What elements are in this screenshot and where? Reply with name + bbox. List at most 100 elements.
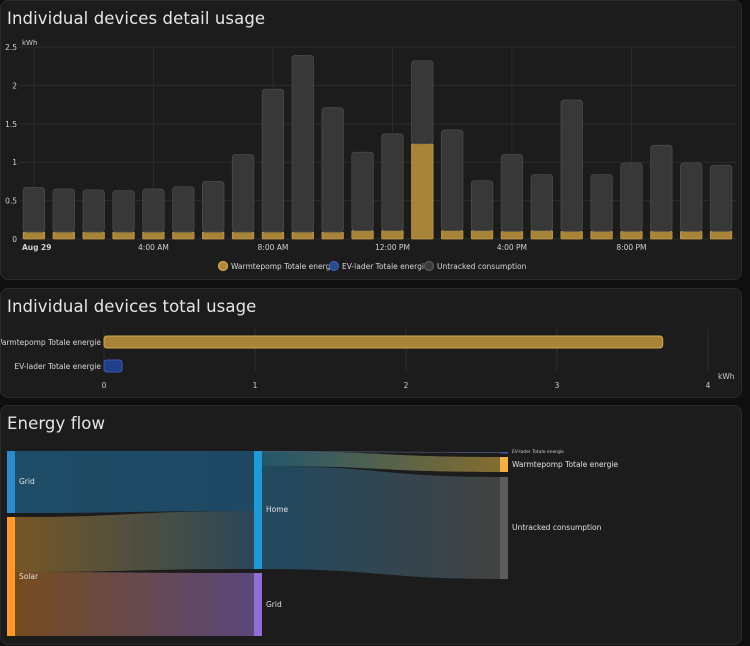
x-tick-label: 4 bbox=[706, 381, 711, 390]
legend-swatch bbox=[423, 260, 435, 272]
legend-label: Warmtepomp Totale energie bbox=[231, 262, 337, 271]
bar-untracked bbox=[680, 162, 703, 232]
y-tick-label: 2.5 bbox=[5, 43, 17, 52]
total-usage-title: Individual devices total usage bbox=[7, 297, 257, 316]
bar-untracked bbox=[112, 190, 135, 233]
legend-warmtepomp[interactable]: Warmtepomp Totale energie bbox=[217, 260, 338, 272]
bar-untracked bbox=[291, 55, 314, 233]
y-tick-label: 1.5 bbox=[5, 120, 17, 129]
bar-untracked bbox=[441, 129, 464, 231]
node-home-label: Home bbox=[266, 505, 289, 514]
bar-warmtepomp bbox=[560, 230, 583, 240]
flow-home-to-warmtepomp bbox=[262, 451, 500, 472]
energy-flow-sankey: Grid Solar Home Grid EV-lader Totale ene… bbox=[7, 449, 618, 636]
bar-untracked bbox=[351, 151, 374, 231]
bar-warmtepomp bbox=[112, 231, 135, 240]
node-warmtepomp[interactable] bbox=[500, 457, 508, 472]
bar-warmtepomp bbox=[22, 231, 46, 240]
bar-warmtepomp bbox=[590, 230, 613, 240]
x-tick-label: 8:00 AM bbox=[258, 243, 289, 252]
y-axis-unit: kWh bbox=[22, 39, 37, 47]
bar-warmtepomp bbox=[411, 143, 434, 240]
bar-untracked bbox=[411, 60, 434, 145]
bar-warmtepomp-total bbox=[103, 335, 664, 349]
bar-warmtepomp bbox=[620, 230, 643, 240]
y-tick-label: 0 bbox=[12, 235, 17, 244]
bar-untracked bbox=[709, 164, 733, 232]
bar-untracked bbox=[261, 88, 285, 233]
x-tick-label: 1 bbox=[253, 381, 258, 390]
node-untracked-label: Untracked consumption bbox=[512, 523, 602, 532]
node-ev-lader-label: EV-lader Totale energie bbox=[512, 449, 564, 455]
bar-warmtepomp bbox=[441, 230, 464, 240]
bar-warmtepomp bbox=[470, 230, 494, 240]
bar-ev-lader-total bbox=[103, 359, 123, 373]
x-tick-label: 12:00 PM bbox=[375, 243, 410, 252]
bar-untracked bbox=[231, 154, 255, 233]
node-grid[interactable] bbox=[7, 451, 15, 513]
node-grid-return-label: Grid bbox=[266, 600, 282, 609]
bar-untracked bbox=[470, 180, 494, 231]
y-tick-label: 1 bbox=[12, 158, 17, 167]
bar-warmtepomp bbox=[650, 230, 673, 240]
legend-label: Untracked consumption bbox=[437, 262, 527, 271]
bar-warmtepomp bbox=[680, 230, 703, 240]
bar-untracked bbox=[52, 188, 75, 233]
x-tick-label: Aug 29 bbox=[22, 243, 52, 252]
flow-home-to-untracked bbox=[262, 466, 500, 579]
bar-warmtepomp bbox=[231, 231, 255, 240]
legend-untracked[interactable]: Untracked consumption bbox=[423, 260, 527, 272]
node-untracked[interactable] bbox=[500, 477, 508, 579]
bar-warmtepomp bbox=[500, 230, 524, 240]
bar-warmtepomp bbox=[351, 230, 374, 240]
detail-usage-chart: 0 0.5 1 1.5 2 2.5 kWh Aug 29 4:00 AM 8:00 AM 12:00… bbox=[5, 39, 736, 272]
x-tick-label: 2 bbox=[404, 381, 409, 390]
detail-usage-card: Individual devices detail usage 0 0.5 1 1.5… bbox=[0, 0, 742, 280]
flow-grid-to-home bbox=[15, 451, 254, 513]
x-tick-label: 3 bbox=[555, 381, 560, 390]
bar-warmtepomp bbox=[321, 231, 344, 240]
x-tick-label: 4:00 AM bbox=[138, 243, 169, 252]
energy-flow-title: Energy flow bbox=[7, 414, 106, 433]
legend-swatch bbox=[328, 260, 340, 272]
category-label: EV-lader Totale energie bbox=[14, 362, 101, 371]
legend-swatch bbox=[217, 260, 229, 272]
x-tick-label: 8:00 PM bbox=[616, 243, 646, 252]
node-ev-lader[interactable] bbox=[500, 452, 508, 454]
bar-warmtepomp bbox=[291, 231, 314, 240]
bar-untracked bbox=[590, 174, 613, 232]
legend-label: EV-lader Totale energie bbox=[342, 262, 429, 271]
bar-untracked bbox=[202, 180, 225, 233]
flow-solar-to-home bbox=[15, 511, 254, 572]
node-solar[interactable] bbox=[7, 517, 15, 636]
legend-ev-lader[interactable]: EV-lader Totale energie bbox=[328, 260, 429, 272]
bar-warmtepomp bbox=[709, 230, 733, 240]
y-tick-label: 0.5 bbox=[5, 197, 17, 206]
node-grid-return[interactable] bbox=[254, 573, 262, 636]
bar-warmtepomp bbox=[172, 231, 195, 240]
bar-warmtepomp bbox=[82, 231, 105, 240]
total-usage-card: Individual devices total usage 0 1 2 3 4 kWh W… bbox=[0, 288, 742, 398]
detail-usage-title: Individual devices detail usage bbox=[7, 9, 266, 28]
total-usage-chart: 0 1 2 3 4 kWh Warmtepomp Totale energie EV-lade… bbox=[1, 329, 735, 390]
bar-untracked bbox=[381, 133, 404, 231]
bar-untracked bbox=[82, 189, 105, 233]
bar-untracked bbox=[321, 107, 344, 233]
bar-untracked bbox=[500, 154, 524, 232]
node-solar-label: Solar bbox=[19, 572, 39, 581]
x-tick-label: 0 bbox=[102, 381, 107, 390]
flow-solar-to-grid bbox=[15, 572, 254, 636]
bar-warmtepomp bbox=[52, 231, 75, 240]
category-label: Warmtepomp Totale energie bbox=[1, 338, 101, 347]
bar-warmtepomp bbox=[202, 231, 225, 240]
node-grid-label: Grid bbox=[19, 477, 35, 486]
bar-warmtepomp bbox=[530, 230, 553, 240]
bar-untracked bbox=[530, 174, 553, 231]
bar-warmtepomp bbox=[381, 230, 404, 240]
bar-untracked bbox=[172, 186, 195, 233]
x-tick-label: 4:00 PM bbox=[497, 243, 527, 252]
bar-untracked bbox=[620, 162, 643, 232]
bar-untracked bbox=[142, 188, 165, 233]
bar-untracked bbox=[22, 187, 46, 233]
node-home[interactable] bbox=[254, 451, 262, 569]
